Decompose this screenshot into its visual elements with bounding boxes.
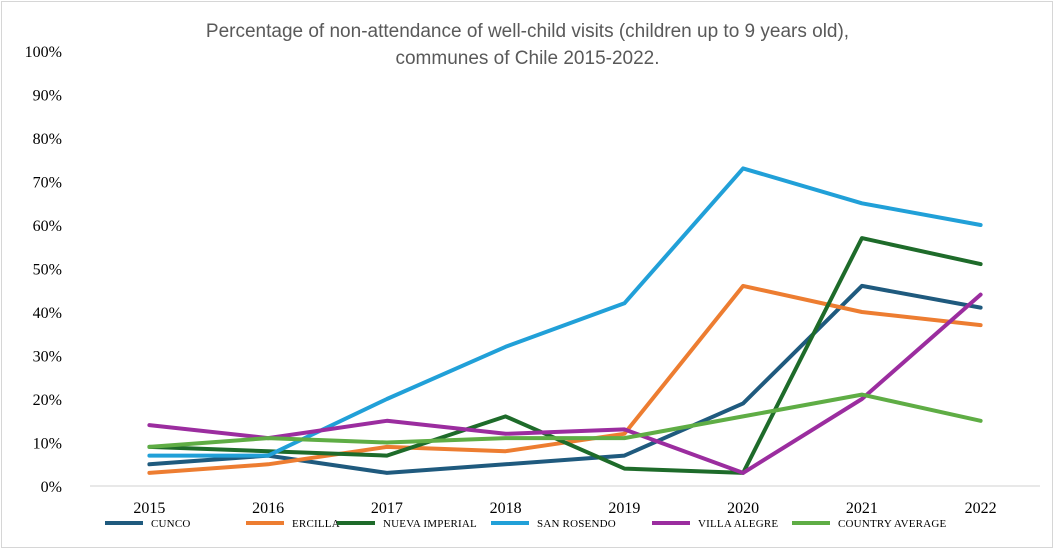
chart-title-line-2: communes of Chile 2015-2022. [395, 48, 660, 69]
y-axis-ticks: 0% 10% 20% 30% 40% 50% 60% 70% 80% 90% 100% [25, 44, 62, 496]
series-lines [147, 166, 983, 475]
legend-label: CUNCO [151, 518, 191, 530]
y-tick-label: 50% [33, 262, 62, 279]
x-tick-label: 2017 [371, 500, 403, 517]
series-line-villa-alegre [147, 292, 983, 475]
legend-label: COUNTRY AVERAGE [838, 518, 947, 530]
legend-label: NUEVA IMPERIAL [383, 518, 477, 530]
series-line-country-average [147, 392, 983, 449]
chart-title: Percentage of non-attendance of well-chi… [100, 18, 955, 72]
x-tick-label: 2022 [965, 500, 997, 517]
y-tick-label: 0% [41, 479, 62, 496]
y-tick-label: 10% [33, 436, 62, 453]
y-tick-label: 40% [33, 305, 62, 322]
legend-label: VILLA ALEGRE [698, 518, 778, 530]
y-tick-label: 60% [33, 218, 62, 235]
x-tick-label: 2016 [252, 500, 284, 517]
series-line-nueva-imperial [147, 236, 983, 475]
x-tick-label: 2021 [846, 500, 878, 517]
y-tick-label: 30% [33, 349, 62, 366]
series-line-ercilla [147, 283, 983, 475]
legend: CUNCO ERCILLA NUEVA IMPERIAL SAN ROSENDO VIL… [105, 518, 947, 530]
y-tick-label: 90% [33, 88, 62, 105]
series-line-cunco [147, 283, 983, 475]
y-tick-label: 100% [25, 44, 62, 61]
legend-label: ERCILLA [292, 518, 340, 530]
legend-label: SAN ROSENDO [537, 518, 616, 530]
y-tick-label: 20% [33, 392, 62, 409]
x-tick-label: 2015 [133, 500, 165, 517]
series-line-san-rosendo [147, 166, 983, 458]
chart-title-line-1: Percentage of non-attendance of well-chi… [205, 21, 850, 42]
x-axis-ticks: 2015 2016 2017 2018 2019 2020 2021 2022 [133, 500, 996, 517]
x-tick-label: 2018 [490, 500, 522, 517]
y-tick-label: 80% [33, 131, 62, 148]
x-tick-label: 2019 [608, 500, 640, 517]
y-tick-label: 70% [33, 175, 62, 192]
x-tick-label: 2020 [727, 500, 759, 517]
